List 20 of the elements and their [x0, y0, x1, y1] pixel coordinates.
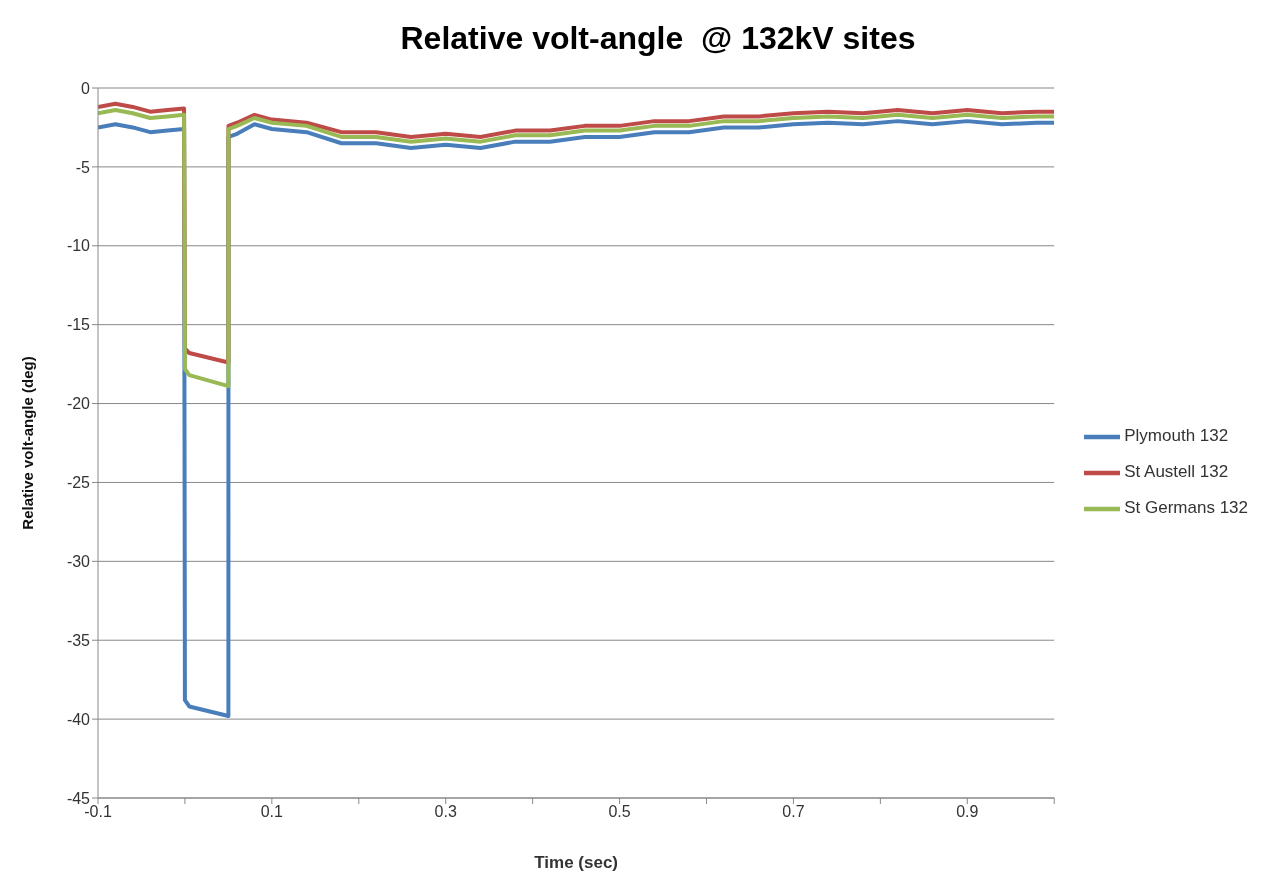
chart-title: Relative volt-angle @ 132kV sites	[399, 19, 917, 58]
y-tick-label: -5	[75, 158, 91, 176]
y-tick-label: -25	[66, 474, 91, 492]
y-tick-label: -15	[66, 316, 91, 334]
x-tick-label: 0.1	[260, 803, 284, 821]
x-tick-label: 0.9	[956, 803, 979, 821]
legend-label: Plymouth 132	[1124, 426, 1229, 446]
legend-label: St Austell 132	[1124, 462, 1229, 482]
y-tick-label: -40	[66, 710, 91, 728]
x-tick-label: 0.3	[434, 803, 457, 821]
x-tick-label: 0.5	[608, 803, 631, 821]
y-tick-label: -35	[66, 631, 91, 649]
y-tick-label: -30	[66, 553, 91, 571]
y-tick-label: 0	[81, 79, 91, 97]
y-axis-title: Relative volt-angle (deg)	[19, 356, 37, 530]
y-tick-label: -10	[66, 237, 91, 255]
legend-label: St Germans 132	[1124, 498, 1248, 518]
x-axis-title: Time (sec)	[534, 853, 618, 872]
x-tick-label: 0.7	[782, 803, 805, 821]
y-tick-label: -20	[66, 395, 91, 413]
